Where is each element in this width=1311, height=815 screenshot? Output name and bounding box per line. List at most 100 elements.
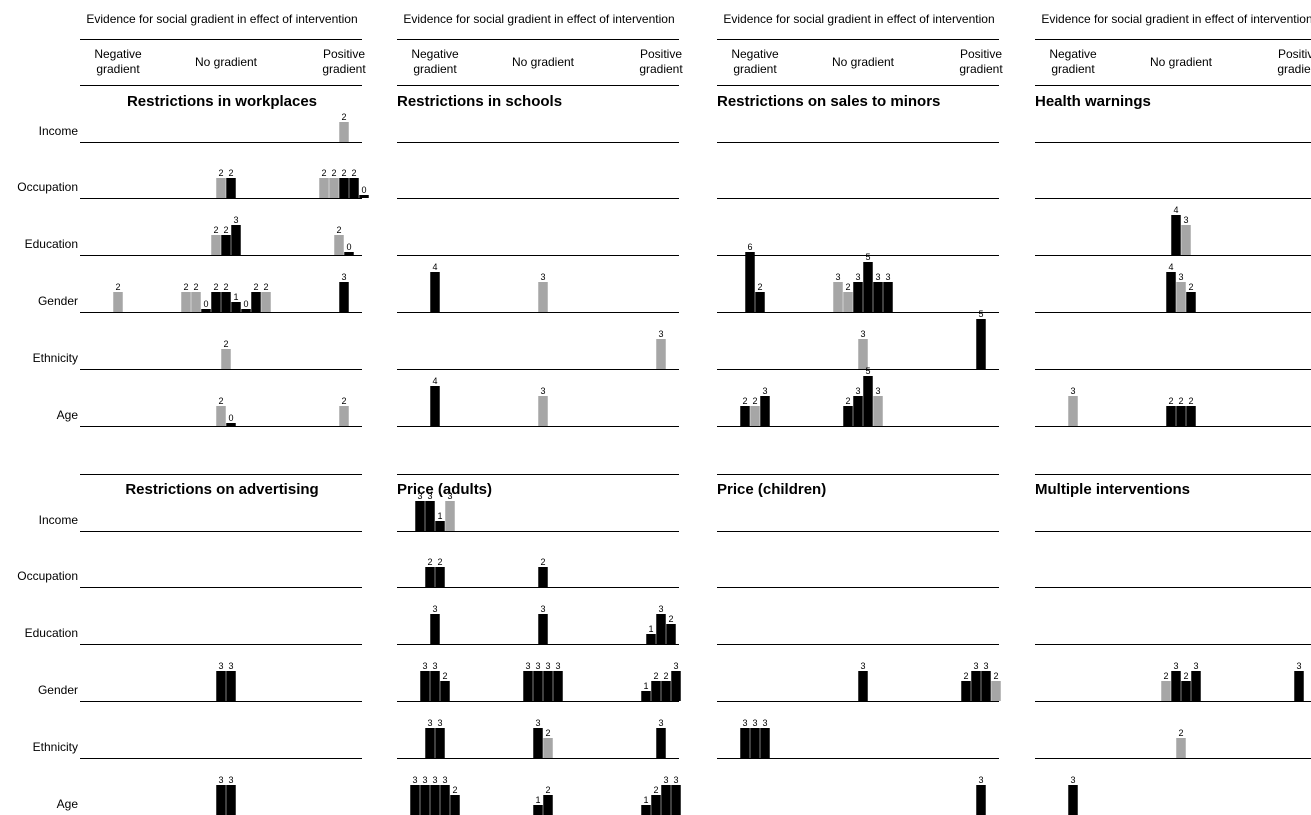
study-bar (543, 738, 553, 758)
study-score-label: 0 (361, 185, 366, 195)
study-bar (216, 178, 226, 198)
study-bar (656, 339, 666, 369)
study-score-label: 2 (452, 785, 457, 795)
study-score-label: 2 (653, 671, 658, 681)
study-score-label: 5 (978, 309, 983, 319)
study-score-label: 2 (963, 671, 968, 681)
study-score-label: 2 (1183, 671, 1188, 681)
study-bar (226, 785, 236, 815)
header-evidence-text: Evidence for social gradient in effect o… (86, 12, 357, 26)
study-bar (430, 386, 440, 426)
study-bar (760, 728, 770, 758)
study-bar (251, 292, 261, 312)
row-label-ethnicity: Ethnicity (33, 351, 78, 365)
study-score-label: 2 (183, 282, 188, 292)
study-score-label: 3 (412, 775, 417, 785)
study-score-label: 2 (223, 339, 228, 349)
study-bar (740, 728, 750, 758)
study-score-label: 2 (1178, 396, 1183, 406)
study-bar (241, 309, 251, 312)
study-score-label: 0 (243, 299, 248, 309)
study-bar (226, 423, 236, 426)
study-score-label: 2 (223, 282, 228, 292)
study-score-label: 3 (540, 386, 545, 396)
study-bar (1171, 671, 1181, 701)
study-bar (440, 785, 450, 815)
study-bar (971, 671, 981, 701)
study-bar (553, 671, 563, 701)
study-bar (755, 292, 765, 312)
study-bar (329, 178, 339, 198)
study-score-label: 3 (437, 718, 442, 728)
study-bar (113, 292, 123, 312)
study-bar (1181, 225, 1191, 255)
study-bar (750, 406, 760, 426)
study-bar (863, 376, 873, 426)
study-bar (833, 282, 843, 312)
study-bar (646, 634, 656, 644)
study-score-label: 3 (673, 775, 678, 785)
study-score-label: 1 (233, 292, 238, 302)
column-header-negative: Negative gradient (411, 47, 459, 76)
study-bar (1068, 396, 1078, 426)
study-bar (435, 728, 445, 758)
study-bar (430, 614, 440, 644)
study-score-label: 2 (663, 671, 668, 681)
study-bar (651, 681, 661, 701)
study-bar (181, 292, 191, 312)
study-score-label: 2 (321, 168, 326, 178)
study-score-label: 3 (228, 661, 233, 671)
study-bar (430, 785, 440, 815)
study-bar (656, 614, 666, 644)
study-bar (1161, 681, 1171, 701)
study-score-label: 3 (663, 775, 668, 785)
study-score-label: 2 (742, 396, 747, 406)
study-score-label: 1 (643, 795, 648, 805)
study-score-label: 3 (422, 775, 427, 785)
study-bar (523, 671, 533, 701)
study-score-label: 3 (432, 661, 437, 671)
study-bar (873, 282, 883, 312)
study-bar (961, 681, 971, 701)
study-score-label: 2 (253, 282, 258, 292)
study-score-label: 2 (540, 557, 545, 567)
study-score-label: 6 (747, 242, 752, 252)
study-bar (425, 501, 435, 531)
study-bar (425, 567, 435, 587)
study-bar (651, 795, 661, 815)
study-score-label: 3 (417, 491, 422, 501)
study-score-label: 3 (218, 661, 223, 671)
study-bar (533, 728, 543, 758)
study-bar (201, 309, 211, 312)
study-bar (976, 785, 986, 815)
study-score-label: 2 (193, 282, 198, 292)
column-header-negative: Negative gradient (94, 47, 142, 76)
study-bar (231, 302, 241, 312)
study-score-label: 3 (540, 272, 545, 282)
row-label-occupation: Occupation (17, 180, 78, 194)
study-score-label: 0 (346, 242, 351, 252)
study-score-label: 3 (228, 775, 233, 785)
study-score-label: 2 (1188, 282, 1193, 292)
study-bar (981, 671, 991, 701)
study-bar (538, 396, 548, 426)
study-bar (216, 671, 226, 701)
study-bar (661, 785, 671, 815)
study-score-label: 2 (218, 396, 223, 406)
header-evidence-text: Evidence for social gradient in effect o… (403, 12, 674, 26)
study-score-label: 2 (213, 225, 218, 235)
study-bar (661, 681, 671, 701)
study-score-label: 2 (845, 396, 850, 406)
study-bar (863, 262, 873, 312)
study-score-label: 3 (427, 718, 432, 728)
study-bar (843, 406, 853, 426)
row-label-age: Age (57, 797, 79, 811)
study-bar (221, 292, 231, 312)
